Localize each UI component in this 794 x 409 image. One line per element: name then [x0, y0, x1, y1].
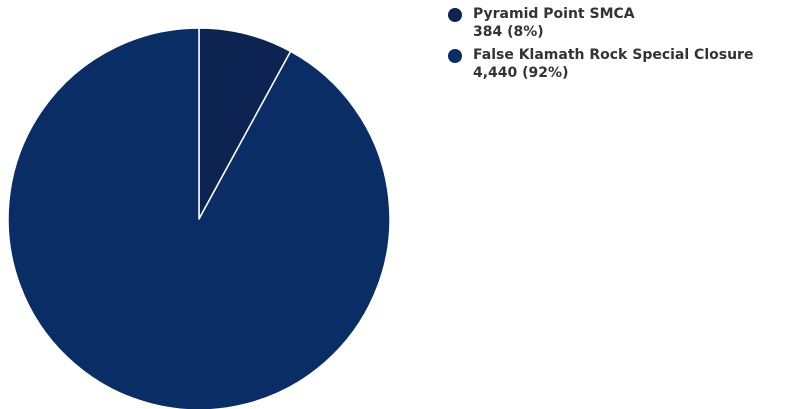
- pie-plot-area: [7, 27, 391, 409]
- legend-label: Pyramid Point SMCA: [473, 6, 635, 22]
- legend-swatch: [448, 8, 462, 22]
- legend: Pyramid Point SMCA 384 (8%) False Klamat…: [448, 5, 753, 87]
- legend-value: 4,440 (92%): [473, 65, 569, 81]
- legend-label: False Klamath Rock Special Closure: [473, 47, 754, 63]
- legend-item-pyramid-point-smca[interactable]: Pyramid Point SMCA 384 (8%): [448, 5, 753, 41]
- legend-value: 384 (8%): [473, 24, 544, 40]
- pie-slice-false-klamath-rock-special-closure[interactable]: [7, 27, 391, 409]
- pie-slice-pyramid-point-smca[interactable]: [198, 27, 292, 220]
- legend-item-false-klamath-rock[interactable]: False Klamath Rock Special Closure 4,440…: [448, 46, 753, 82]
- legend-swatch: [448, 49, 462, 63]
